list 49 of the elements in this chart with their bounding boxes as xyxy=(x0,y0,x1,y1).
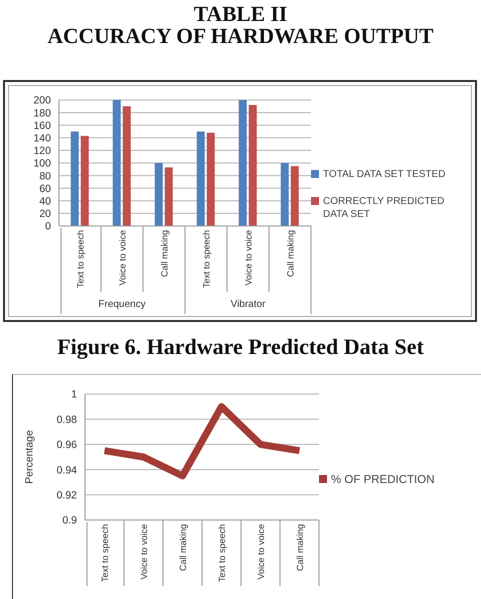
x-tick-label: Voice to voice xyxy=(118,230,128,286)
bar xyxy=(206,132,215,226)
y-tick-label: 200 xyxy=(33,94,52,107)
bar xyxy=(164,167,173,226)
bar xyxy=(280,163,289,226)
y-tick-label: 0.96 xyxy=(56,439,78,452)
y-tick-label: 1 xyxy=(71,388,78,401)
y-tick-label: 0.98 xyxy=(56,414,78,426)
chart-title: TABLE II ACCURACY OF HARDWARE OUTPUT xyxy=(46,2,434,48)
y-tick-label: 0.92 xyxy=(56,490,78,502)
x-tick-label: Text to speech xyxy=(100,524,110,582)
bar xyxy=(238,100,247,226)
x-tick-label: Text to speech xyxy=(202,230,212,288)
x-tick-label: Call making xyxy=(295,524,305,572)
bar xyxy=(248,105,257,226)
legend-label: CORRECTLY PREDICTED DATA SET xyxy=(323,194,446,220)
y-tick-label: 80 xyxy=(39,170,52,182)
y-axis-title: Percentage xyxy=(24,430,36,484)
y-tick-label: 20 xyxy=(39,208,52,220)
x-tick-label: Call making xyxy=(178,524,188,572)
x-tick-label: Call making xyxy=(286,230,296,278)
x-tick-label: Call making xyxy=(160,230,170,278)
x-tick-label: Text to speech xyxy=(76,230,86,288)
y-tick-label: 0.9 xyxy=(62,514,78,527)
y-tick-label: 180 xyxy=(33,107,52,120)
bar xyxy=(290,166,299,226)
text: Figure 6. Hardware Predicted Data Set xyxy=(56,334,425,360)
bar xyxy=(196,132,205,226)
x-tick-label: Text to speech xyxy=(217,524,227,582)
y-tick-label: 120 xyxy=(33,145,52,158)
legend-label: TOTAL DATA SET TESTED xyxy=(323,168,446,180)
y-tick-label: 0 xyxy=(45,220,52,233)
text: Frequency xyxy=(98,299,146,310)
y-tick-label: 160 xyxy=(33,120,52,132)
x-tick-label: Voice to voice xyxy=(244,230,254,286)
bar xyxy=(70,132,79,226)
text: Vibrator xyxy=(230,299,266,310)
y-tick-label: 140 xyxy=(33,132,52,145)
y-tick-label: 40 xyxy=(39,196,52,208)
bar xyxy=(112,100,121,226)
bar xyxy=(80,136,89,226)
x-tick-label: Voice to voice xyxy=(256,524,266,580)
y-tick-label: 0.94 xyxy=(56,464,78,476)
bar xyxy=(122,106,131,226)
legend-label: % OF PREDICTION xyxy=(331,474,436,486)
bar xyxy=(154,163,163,226)
y-tick-label: 100 xyxy=(33,158,52,170)
x-tick-label: Voice to voice xyxy=(139,524,149,580)
y-tick-label: 60 xyxy=(39,182,52,195)
